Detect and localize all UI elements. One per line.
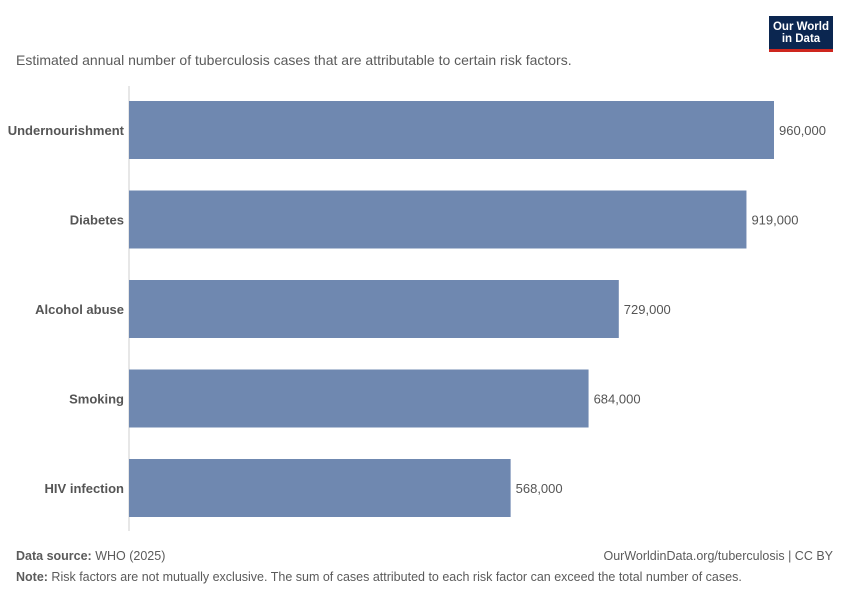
category-label: HIV infection bbox=[45, 481, 125, 496]
value-label: 729,000 bbox=[624, 302, 671, 317]
note-text: Risk factors are not mutually exclusive.… bbox=[47, 570, 742, 584]
data-source-value: WHO (2025) bbox=[91, 549, 166, 563]
chart-note: Note: Risk factors are not mutually excl… bbox=[16, 570, 742, 584]
bar-diabetes[interactable] bbox=[129, 190, 747, 249]
bar-undernourishment[interactable] bbox=[129, 101, 774, 159]
bar-smoking[interactable] bbox=[129, 369, 589, 428]
source-link[interactable]: OurWorldinData.org/tuberculosis | CC BY bbox=[603, 549, 834, 563]
value-label: 568,000 bbox=[516, 481, 563, 496]
bar-alcohol-abuse[interactable] bbox=[129, 280, 619, 338]
category-label: Smoking bbox=[69, 392, 124, 407]
chart-subtitle: Estimated annual number of tuberculosis … bbox=[16, 52, 572, 68]
owid-logo[interactable]: Our World in Data bbox=[769, 16, 833, 52]
logo-line-2: in Data bbox=[781, 33, 821, 45]
value-label: 684,000 bbox=[594, 392, 641, 407]
value-label: 919,000 bbox=[751, 213, 798, 228]
value-label: 960,000 bbox=[779, 123, 826, 138]
note-label: Note: bbox=[16, 570, 48, 584]
bar-hiv-infection[interactable] bbox=[129, 459, 511, 517]
category-label: Diabetes bbox=[70, 213, 124, 228]
category-label: Undernourishment bbox=[8, 123, 125, 138]
data-source: Data source: WHO (2025) bbox=[16, 549, 165, 563]
data-source-label: Data source: bbox=[16, 549, 92, 563]
logo-line-1: Our World bbox=[772, 21, 829, 33]
category-label: Alcohol abuse bbox=[35, 302, 124, 317]
